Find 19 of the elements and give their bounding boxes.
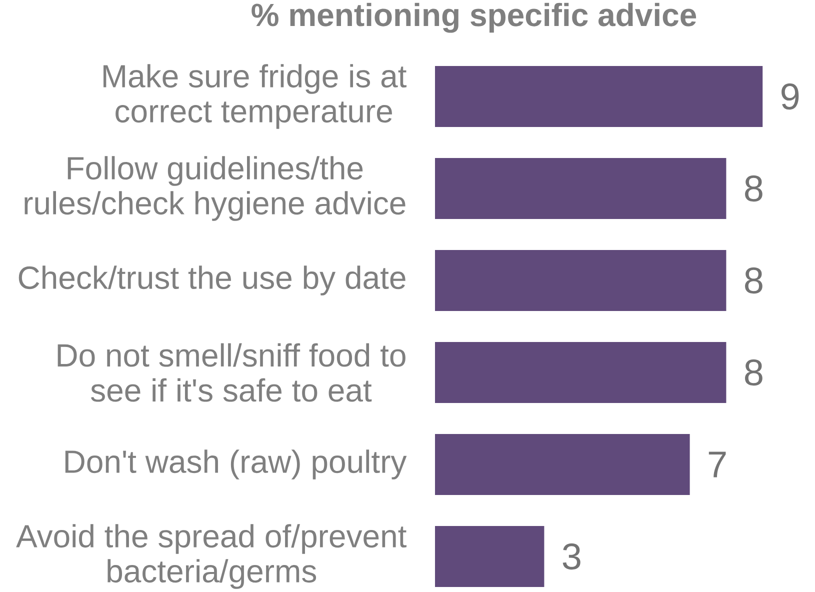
- data-label: 3: [562, 543, 580, 570]
- y-tick-label: Don't wash (raw) poultry: [65, 450, 407, 480]
- y-tick-label: Avoid the spread of/prevent bacteria/germs: [16, 524, 406, 589]
- data-label: 7: [708, 452, 726, 478]
- y-tick-label: Do not smell/sniff food to see if it's safe to eat: [58, 343, 406, 402]
- bar: [435, 66, 763, 127]
- y-tick-label: Follow guidelines/the rules/check hygiene advice: [24, 156, 406, 221]
- data-label: 8: [745, 267, 762, 294]
- bar: [435, 342, 726, 404]
- data-label: 8: [745, 359, 762, 386]
- data-label: 8: [745, 175, 762, 202]
- y-tick-label: Check/trust the use by date: [18, 266, 406, 296]
- y-tick-label: Make sure fridge is at correct temperature: [104, 64, 407, 129]
- bar: [435, 158, 726, 219]
- bar: [435, 434, 690, 496]
- chart-title: % mentioning specific advice: [252, 2, 696, 33]
- data-label: 9: [782, 83, 799, 110]
- bar: [435, 250, 726, 312]
- bar: [435, 526, 544, 588]
